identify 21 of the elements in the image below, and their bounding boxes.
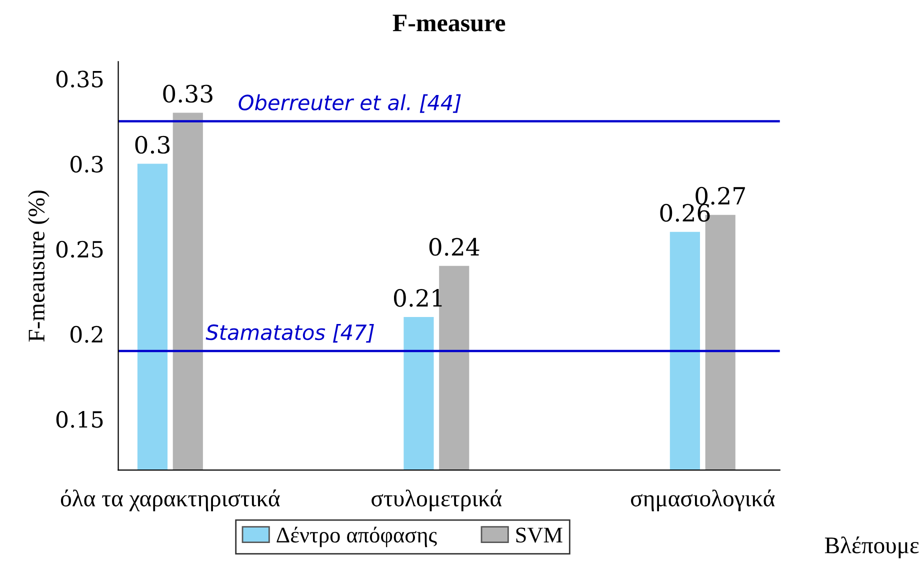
- ref-line-label: Oberreuter et al. [44]: [238, 94, 461, 113]
- y-tick-label: 0.15: [56, 411, 103, 428]
- data-label: 0.24: [429, 238, 480, 256]
- ref-line-label: Stamatatos [47]: [206, 324, 374, 343]
- data-label: 0.3: [135, 136, 170, 154]
- y-tick-label: 0.25: [56, 240, 103, 258]
- y-axis-title: F-meausure (%): [28, 190, 50, 342]
- y-tick-label: 0.3: [70, 156, 103, 173]
- legend-label: SVM: [516, 528, 562, 543]
- data-label: 0.33: [163, 84, 212, 103]
- chart-title: F-measure: [392, 14, 506, 32]
- data-label: 0.27: [696, 186, 745, 205]
- x-tick-label: όλα τα χαρακτηριστικά: [60, 490, 280, 512]
- x-tick-label: στυλομετρικά: [372, 490, 502, 512]
- text: Βλέπουμε: [824, 536, 919, 558]
- legend-label: Δέντρο απόφασης: [276, 526, 437, 548]
- y-tick-label: 0.2: [70, 326, 102, 343]
- data-label: 0.21: [394, 288, 442, 307]
- y-tick-label: 0.35: [56, 70, 103, 88]
- data-label: 0.26: [660, 204, 710, 222]
- x-tick-label: σημασιολογικά: [631, 490, 775, 512]
